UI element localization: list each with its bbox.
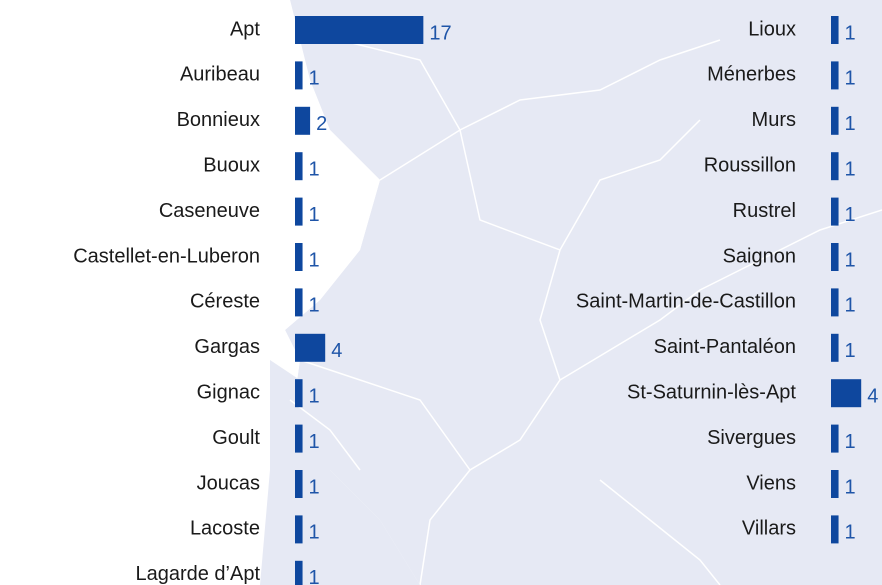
value-label: 17 [429, 22, 451, 44]
value-label: 1 [309, 249, 320, 271]
bar [831, 470, 839, 498]
value-label: 1 [309, 68, 320, 90]
bar [295, 16, 424, 44]
bar [831, 424, 839, 453]
bar [295, 333, 326, 362]
category-label: Sivergues [707, 427, 796, 449]
bar [295, 106, 311, 135]
value-label: 1 [845, 22, 856, 44]
value-label: 4 [867, 385, 878, 407]
value-label: 1 [845, 158, 856, 180]
category-label: Roussillon [704, 154, 796, 176]
value-label: 1 [845, 68, 856, 90]
category-label: Goult [212, 427, 260, 449]
bar [295, 288, 303, 317]
category-label: Castellet-en-Luberon [73, 245, 260, 267]
category-label: St-Saturnin-lès-Apt [627, 381, 796, 403]
value-label: 1 [309, 385, 320, 407]
value-label: 1 [309, 295, 320, 317]
bar [295, 424, 303, 453]
category-label: Lioux [748, 18, 796, 40]
value-label: 1 [845, 113, 856, 135]
value-label: 1 [845, 476, 856, 498]
value-label: 1 [309, 567, 320, 585]
category-label: Lacoste [190, 518, 260, 540]
bar [831, 288, 839, 317]
bar [295, 152, 303, 181]
category-label: Gignac [197, 381, 260, 403]
value-label: 1 [845, 295, 856, 317]
category-label: Joucas [197, 472, 260, 494]
bar [295, 61, 303, 90]
category-label: Gargas [194, 336, 260, 358]
category-label: Ménerbes [707, 64, 796, 86]
category-label: Murs [752, 109, 796, 131]
bar [295, 243, 303, 271]
value-label: 4 [331, 340, 342, 362]
value-label: 1 [309, 431, 320, 453]
value-label: 1 [845, 522, 856, 544]
bar [295, 470, 303, 498]
category-label: Saignon [723, 245, 796, 267]
bar [295, 560, 303, 585]
category-label: Lagarde d’Apt [135, 563, 260, 585]
category-label: Saint-Martin-de-Castillon [576, 291, 796, 313]
category-label: Caseneuve [159, 200, 260, 222]
bar [831, 243, 839, 271]
category-label: Rustrel [733, 200, 796, 222]
bar [831, 61, 839, 90]
bar [295, 379, 303, 408]
category-label: Bonnieux [177, 109, 260, 131]
category-label: Apt [230, 18, 260, 40]
category-label: Buoux [203, 154, 260, 176]
category-label: Viens [746, 472, 796, 494]
value-label: 1 [309, 522, 320, 544]
category-label: Auribeau [180, 64, 260, 86]
category-label: Villars [742, 518, 796, 540]
bar [295, 515, 303, 544]
value-label: 1 [845, 249, 856, 271]
bar [831, 152, 839, 181]
value-label: 1 [309, 476, 320, 498]
bar [831, 197, 839, 226]
bar [831, 379, 862, 408]
value-label: 1 [845, 431, 856, 453]
bar [831, 333, 839, 362]
value-label: 1 [845, 204, 856, 226]
value-label: 1 [309, 158, 320, 180]
bar [831, 515, 839, 544]
value-label: 1 [845, 340, 856, 362]
category-label: Céreste [190, 291, 260, 313]
value-label: 1 [309, 204, 320, 226]
bar [831, 106, 839, 135]
bar [831, 16, 839, 44]
category-label: Saint-Pantaléon [654, 336, 796, 358]
bar [295, 197, 303, 226]
value-label: 2 [316, 113, 327, 135]
